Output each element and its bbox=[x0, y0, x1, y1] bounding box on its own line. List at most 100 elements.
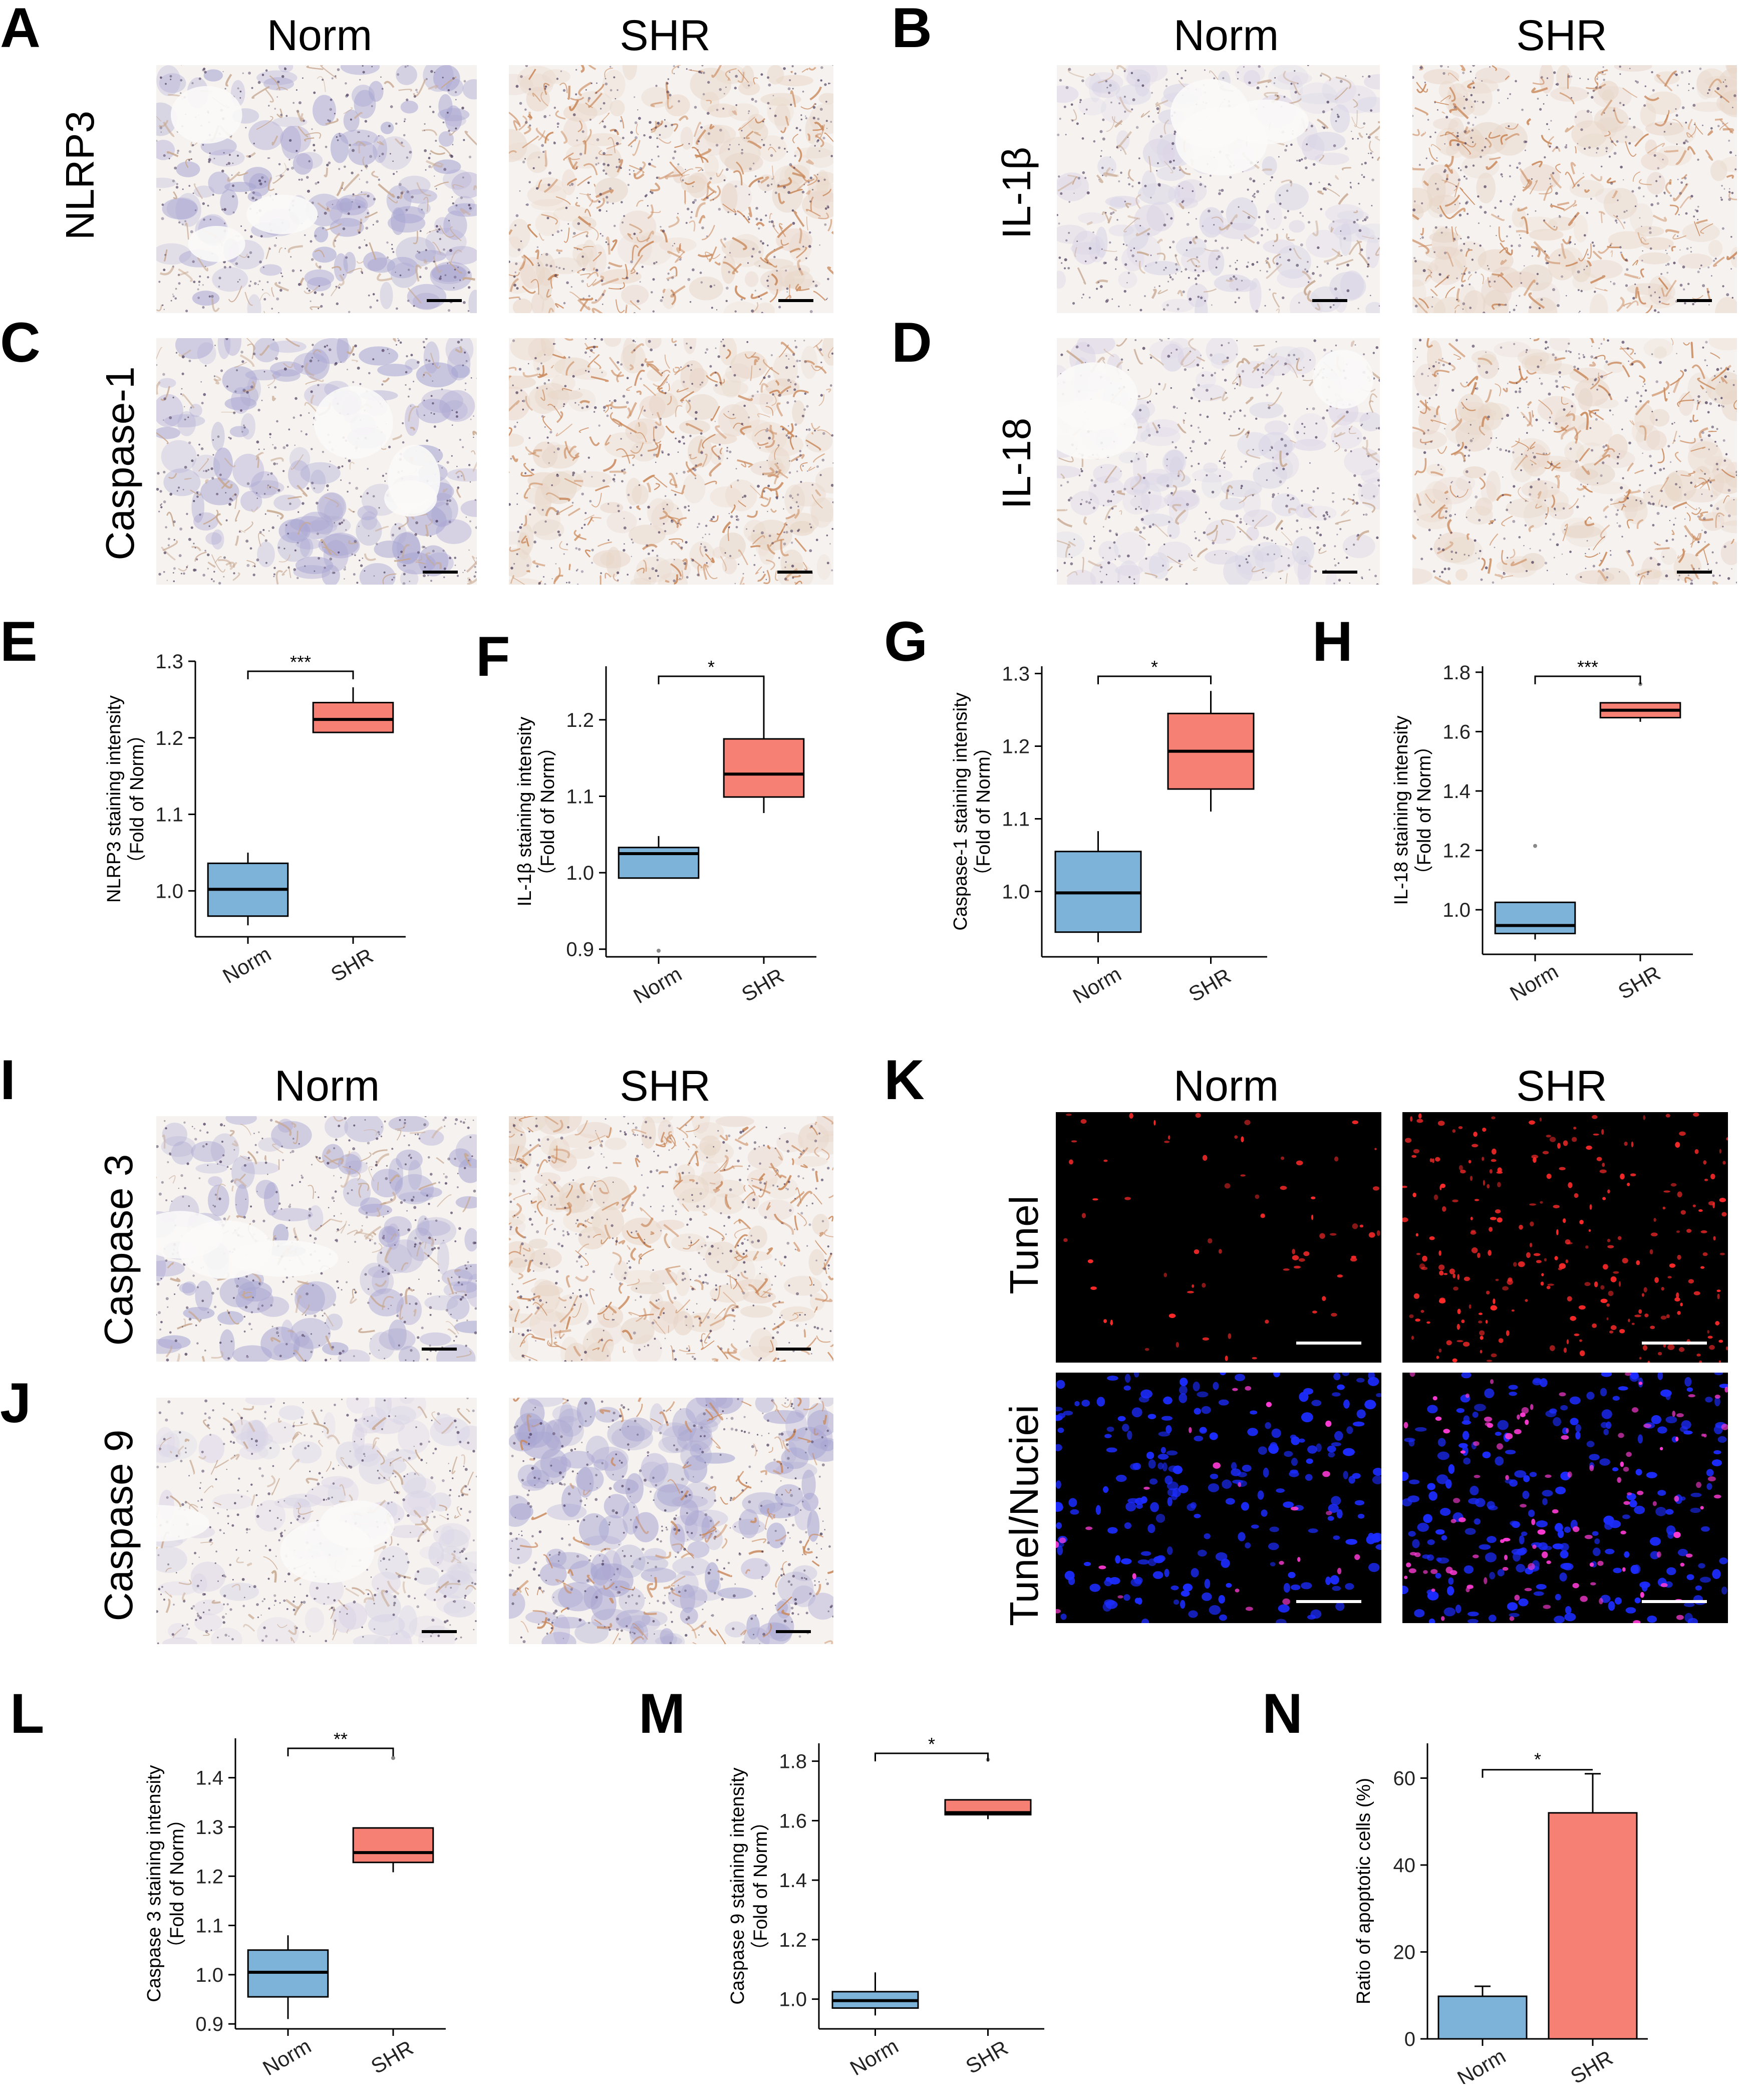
panel-label-h: H bbox=[1312, 610, 1353, 673]
panel-label-c: C bbox=[0, 311, 41, 374]
micrograph-texture bbox=[156, 1116, 477, 1362]
x-tick-label: SHR bbox=[1185, 964, 1235, 1006]
panel-label-k: K bbox=[884, 1048, 925, 1111]
scale-bar bbox=[1296, 1342, 1361, 1345]
panel-label-j: J bbox=[0, 1372, 32, 1434]
scale-bar bbox=[422, 1630, 457, 1633]
micrograph-il18-norm bbox=[1057, 338, 1380, 585]
scale-bar bbox=[423, 571, 458, 574]
significance-marker: ** bbox=[334, 1729, 348, 1749]
box-shr bbox=[312, 702, 394, 733]
micrograph-texture bbox=[1412, 65, 1737, 313]
x-tick-label: Norm bbox=[846, 2034, 902, 2080]
row-label-il1b: IL-1β bbox=[994, 147, 1039, 239]
y-tick-label: 1.1 bbox=[155, 804, 183, 826]
scale-bar bbox=[1322, 571, 1357, 574]
box-shr bbox=[352, 1827, 434, 1864]
y-tick-label: 1.2 bbox=[566, 709, 594, 731]
chart-h: 1.0 1.2 1.4 1.6 1.8 Norm SHR *** IL-18 staining … bbox=[1391, 657, 1693, 1005]
y-tick-label: 1.1 bbox=[1002, 809, 1030, 831]
bar-shr bbox=[1548, 1812, 1638, 2040]
y-axis-label-units: （Fold of Norm） bbox=[1414, 736, 1435, 885]
significance-marker: *** bbox=[290, 652, 311, 672]
y-axis-label: NLRP3 staining intensity bbox=[104, 695, 125, 903]
col-title-norm-i: Norm bbox=[274, 1062, 380, 1110]
micrograph-texture bbox=[1412, 338, 1737, 585]
x-tick-label: SHR bbox=[1567, 2046, 1617, 2084]
x-tick-label: Norm bbox=[630, 962, 686, 1008]
significance-bracket bbox=[287, 1747, 394, 1756]
y-axis-label: IL-1β staining intensity bbox=[514, 717, 535, 907]
scale-bar bbox=[777, 571, 812, 574]
micrograph-caspase9-norm bbox=[156, 1398, 477, 1644]
x-tick-label: Norm bbox=[1453, 2044, 1510, 2084]
significance-bracket bbox=[658, 675, 765, 684]
box-shr bbox=[723, 738, 805, 798]
y-tick-label: 1.2 bbox=[195, 1866, 223, 1888]
x-tick-label: SHR bbox=[962, 2036, 1012, 2078]
x-tick-label: SHR bbox=[327, 944, 377, 986]
micrograph-il18-shr bbox=[1412, 338, 1737, 585]
micrograph-texture bbox=[156, 338, 477, 585]
micrograph-caspase1-norm bbox=[156, 338, 477, 585]
y-tick-label: 1.2 bbox=[779, 1929, 807, 1951]
micrograph-merge-norm bbox=[1056, 1373, 1381, 1623]
y-axis-label-units: （Fold of Norm） bbox=[537, 737, 558, 886]
chart-f: 0.9 1.0 1.1 1.2 Norm SHR * IL-1β staining inten… bbox=[514, 657, 816, 1008]
y-axis-label: IL-18 staining intensity bbox=[1391, 715, 1412, 905]
significance-bracket bbox=[1534, 675, 1641, 684]
y-tick-label: 1.8 bbox=[1442, 662, 1471, 684]
y-tick-label: 1.1 bbox=[195, 1915, 223, 1937]
chart-l: 0.9 1.0 1.1 1.2 1.3 1.4 Norm SHR ** Caspase 3 sta… bbox=[144, 1729, 446, 2080]
outlier-point bbox=[1533, 844, 1537, 848]
y-tick-label: 60 bbox=[1393, 1767, 1416, 1789]
scale-bar bbox=[778, 299, 813, 302]
outlier-point bbox=[657, 948, 661, 953]
panel-label-e: E bbox=[0, 610, 38, 673]
y-tick-label: 1.8 bbox=[779, 1751, 807, 1773]
y-tick-label: 1.1 bbox=[566, 785, 594, 808]
scale-bar bbox=[422, 1348, 457, 1351]
col-title-norm-k: Norm bbox=[1173, 1062, 1279, 1110]
micrograph-caspase3-shr bbox=[509, 1116, 833, 1362]
micrograph-il1b-shr bbox=[1412, 65, 1737, 313]
y-axis-label: Ratio of apoptotic cells (%) bbox=[1353, 1778, 1374, 2004]
micrograph-nlrp3-shr bbox=[509, 65, 833, 313]
y-axis-label: Caspase 3 staining intensity bbox=[144, 1765, 165, 2002]
y-tick-label: 1.4 bbox=[779, 1870, 807, 1892]
chart-n: 0 20 40 60 Norm SHR * Ratio of apoptotic cells … bbox=[1353, 1743, 1648, 2084]
micrograph-texture bbox=[1056, 1373, 1381, 1623]
micrograph-texture bbox=[1056, 1112, 1381, 1363]
y-axis-label-units: （Fold of Norm） bbox=[167, 1809, 188, 1958]
row-label-caspase3: Caspase 3 bbox=[96, 1154, 141, 1346]
scale-bar bbox=[1642, 1600, 1707, 1603]
scale-bar bbox=[427, 299, 462, 302]
significance-marker: * bbox=[928, 1734, 935, 1754]
y-tick-label: 1.0 bbox=[155, 880, 183, 902]
x-tick-label: Norm bbox=[219, 942, 275, 988]
col-title-norm-a: Norm bbox=[266, 12, 373, 60]
panel-label-b: B bbox=[892, 0, 932, 59]
y-tick-label: 1.3 bbox=[195, 1816, 223, 1839]
panel-label-a: A bbox=[0, 0, 41, 59]
micrograph-texture bbox=[1402, 1112, 1728, 1363]
significance-marker: *** bbox=[1577, 657, 1598, 677]
micrograph-texture bbox=[1057, 65, 1380, 313]
micrograph-texture bbox=[509, 338, 833, 585]
y-tick-label: 1.4 bbox=[195, 1767, 223, 1789]
micrograph-caspase3-norm bbox=[156, 1116, 477, 1362]
panel-label-d: D bbox=[892, 311, 932, 374]
bar-norm bbox=[1437, 1995, 1528, 2040]
row-label-caspase1: Caspase-1 bbox=[98, 366, 142, 561]
y-axis-label-units: （Fold of Norm） bbox=[127, 725, 148, 873]
scale-bar bbox=[776, 1630, 811, 1633]
y-axis-label: Caspase-1 staining intensity bbox=[950, 692, 971, 930]
y-tick-label: 1.0 bbox=[195, 1964, 223, 1986]
y-tick-label: 1.0 bbox=[566, 862, 594, 884]
y-tick-label: 0.9 bbox=[195, 2013, 223, 2035]
scale-bar bbox=[1642, 1342, 1707, 1345]
chart-e: 1.0 1.1 1.2 1.3 Norm SHR *** NLRP3 staining int… bbox=[104, 651, 406, 988]
y-tick-label: 1.6 bbox=[1442, 721, 1471, 743]
scale-bar bbox=[1677, 571, 1712, 574]
scale-bar bbox=[1312, 299, 1347, 302]
